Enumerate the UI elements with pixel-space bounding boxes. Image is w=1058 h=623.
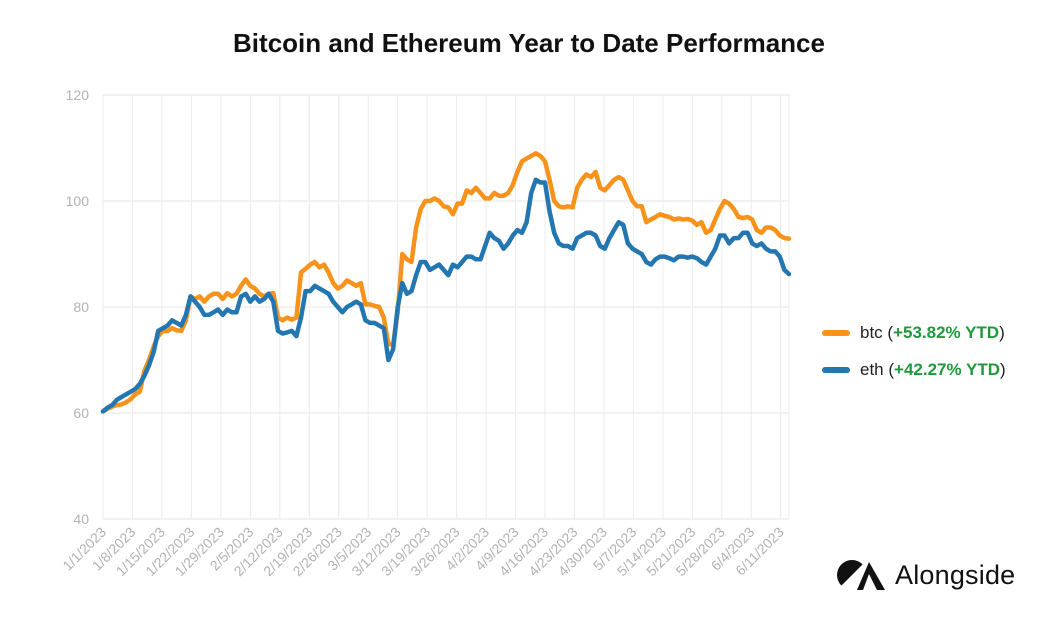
alongside-logo-icon: [837, 560, 885, 590]
legend-swatch-eth: [822, 367, 850, 373]
alongside-logo: Alongside: [835, 558, 1015, 592]
series-line-btc: [100, 151, 792, 414]
legend-label-btc: btc: [860, 323, 883, 342]
legend-ytd-eth: +42.27% YTD: [894, 360, 1001, 379]
legend: btc (+53.82% YTD) eth (+42.27% YTD): [822, 322, 1006, 396]
legend-label-eth: eth: [860, 360, 884, 379]
y-tick-label: 60: [73, 405, 89, 421]
x-axis: 1/1/20231/8/20231/15/20231/22/20231/29/2…: [59, 524, 787, 580]
y-axis: 40 60 80 100 120: [66, 87, 90, 527]
y-tick-label: 80: [73, 299, 89, 315]
series-line-eth: [100, 177, 792, 414]
y-tick-label: 100: [66, 193, 90, 209]
y-tick-label: 40: [73, 511, 89, 527]
series-lines: [100, 151, 792, 414]
legend-ytd-btc: +53.82% YTD: [893, 323, 1000, 342]
grid: [102, 94, 790, 520]
chart-title: Bitcoin and Ethereum Year to Date Perfor…: [233, 28, 825, 58]
logo-text: Alongside: [895, 559, 1016, 590]
legend-item-btc[interactable]: btc (+53.82% YTD): [822, 322, 1006, 344]
y-tick-label: 120: [66, 87, 90, 103]
legend-swatch-btc: [822, 330, 850, 336]
legend-item-eth[interactable]: eth (+42.27% YTD): [822, 359, 1006, 381]
